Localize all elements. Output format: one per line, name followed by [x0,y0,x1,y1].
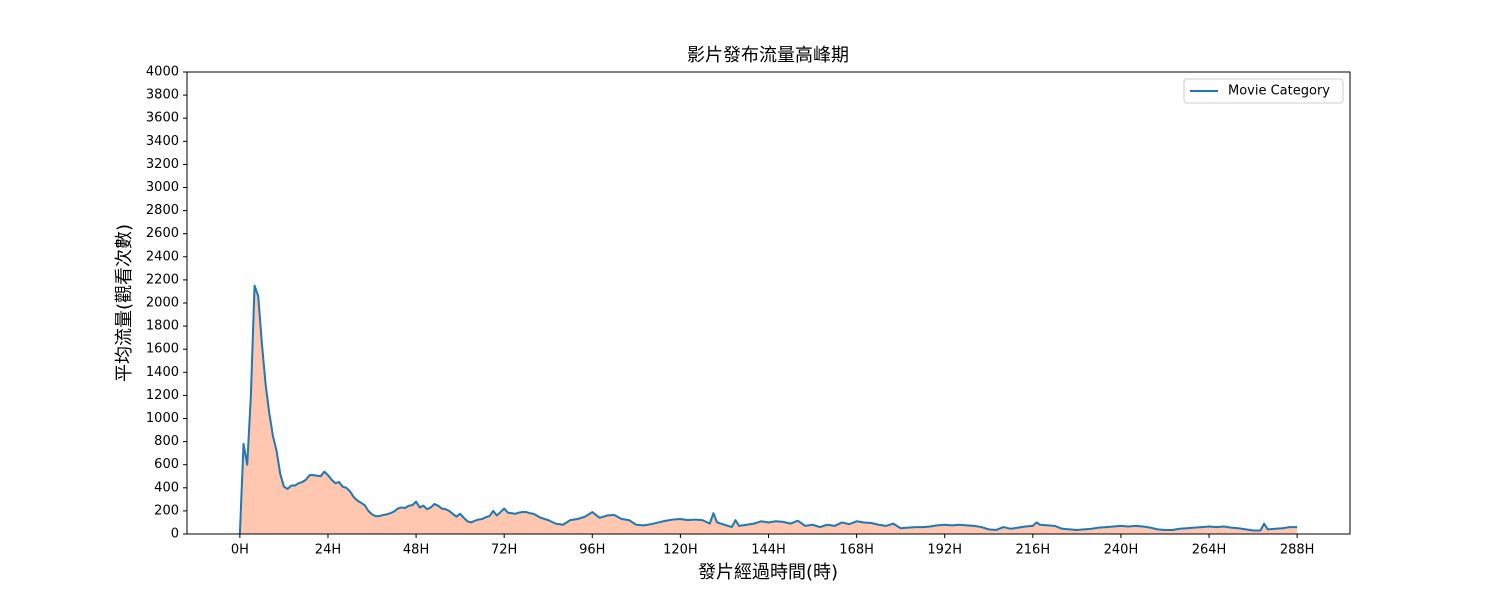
y-axis-label: 平均流量(觀看次數) [114,224,135,382]
legend-label: Movie Category [1228,84,1330,99]
y-tick-label: 1800 [146,319,179,334]
x-tick-label: 48H [403,543,429,558]
y-tick-label: 200 [154,503,179,518]
y-tick-label: 1200 [146,388,179,403]
y-tick-label: 2000 [146,296,179,311]
x-tick-label: 216H [1016,543,1051,558]
y-tick-label: 3600 [146,111,179,126]
y-tick-label: 1600 [146,342,179,357]
y-tick-label: 0 [171,527,179,542]
x-tick-label: 72H [491,543,517,558]
y-tick-label: 3800 [146,88,179,103]
x-tick-label: 240H [1104,543,1139,558]
x-tick-label: 96H [579,543,605,558]
legend-box [1183,78,1344,104]
y-tick-label: 4000 [146,65,179,80]
x-tick-label: 288H [1280,543,1315,558]
y-tick-label: 3200 [146,157,179,172]
x-tick-label: 192H [927,543,962,558]
y-tick-label: 1000 [146,411,179,426]
x-tick-label: 264H [1192,543,1227,558]
x-tick-label: 120H [663,543,698,558]
chart-title: 影片發布流量高峰期 [687,45,849,66]
y-tick-label: 1400 [146,365,179,380]
x-tick-label: 144H [751,543,786,558]
y-tick-label: 800 [154,434,179,449]
y-tick-label: 600 [154,457,179,472]
x-tick-label: 24H [315,543,341,558]
x-tick-label: 168H [839,543,874,558]
y-tick-label: 400 [154,480,179,495]
y-tick-label: 3000 [146,180,179,195]
x-tick-label: 0H [231,543,249,558]
x-axis-label: 發片經過時間(時) [698,562,838,583]
y-tick-label: 2800 [146,203,179,218]
y-tick-label: 2400 [146,249,179,264]
y-tick-label: 2200 [146,272,179,287]
y-tick-label: 2600 [146,226,179,241]
area [239,285,1298,534]
y-tick-label: 3400 [146,134,179,149]
line [238,284,1298,535]
